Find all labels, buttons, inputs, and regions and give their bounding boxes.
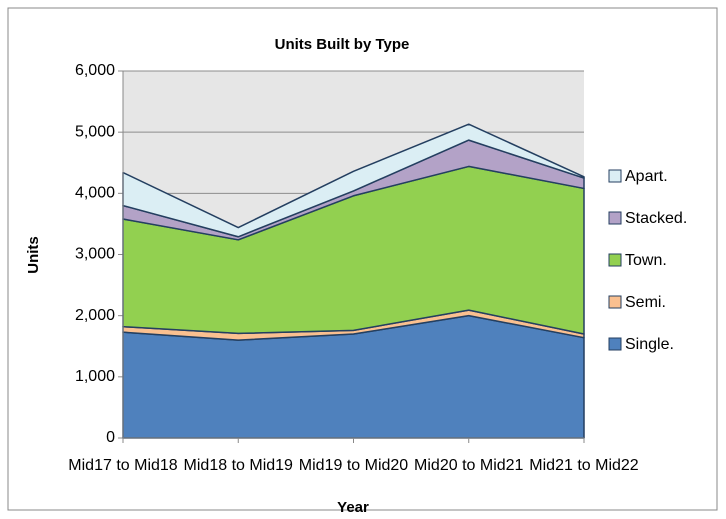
y-tick-label: 4,000 xyxy=(75,185,115,202)
legend-label: Semi. xyxy=(625,294,666,311)
x-tick-label: Mid17 to Mid18 xyxy=(68,457,178,474)
y-tick-label: 5,000 xyxy=(75,123,115,140)
legend-swatch xyxy=(608,169,622,183)
legend-swatch xyxy=(608,337,622,351)
legend-swatch xyxy=(608,295,622,309)
legend-swatch xyxy=(608,211,622,225)
chart-title: Units Built by Type xyxy=(275,36,410,53)
x-tick-label: Mid21 to Mid22 xyxy=(529,457,639,474)
legend-label: Apart. xyxy=(625,168,668,185)
x-tick-label: Mid19 to Mid20 xyxy=(298,457,409,474)
x-axis-label: Year xyxy=(337,499,369,516)
y-tick-label: 3,000 xyxy=(75,246,115,263)
legend-label: Stacked. xyxy=(625,210,687,227)
area xyxy=(122,123,585,238)
legend-label: Single. xyxy=(625,336,674,353)
x-tick-label: Mid18 to Mid19 xyxy=(183,457,293,474)
legend-label: Town. xyxy=(625,252,667,269)
y-tick-label: 0 xyxy=(106,429,115,446)
y-tick-label: 2,000 xyxy=(75,307,115,324)
y-axis-label: Units xyxy=(25,236,42,274)
y-tick-label: 6,000 xyxy=(75,62,115,79)
y-tick-label: 1,000 xyxy=(75,368,115,385)
legend-swatch xyxy=(608,253,622,267)
x-tick-label: Mid20 to Mid21 xyxy=(414,457,524,474)
